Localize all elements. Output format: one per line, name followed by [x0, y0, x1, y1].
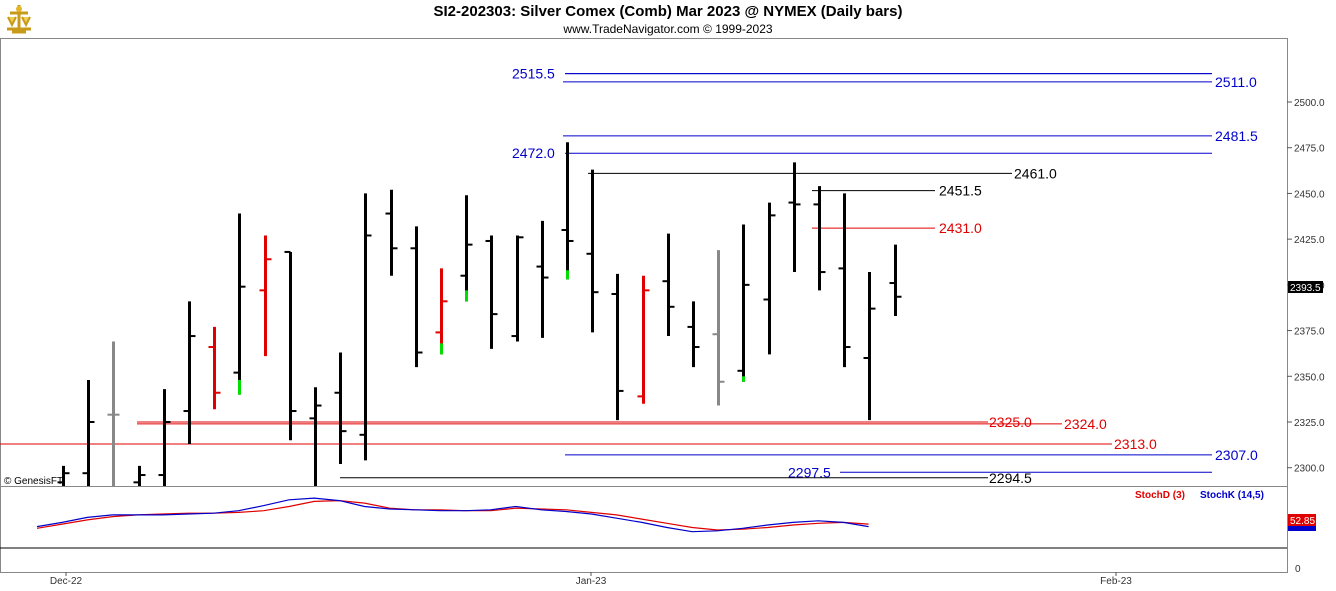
chart-title: SI2-202303: Silver Comex (Comb) Mar 2023…	[433, 3, 903, 20]
stochk-label: StochK (14,5)	[1200, 490, 1264, 501]
level-label: 2515.5	[512, 66, 555, 82]
level-label: 2313.0	[1114, 436, 1157, 452]
level-label: 2461.0	[1014, 165, 1057, 181]
indicator-pane	[0, 486, 1288, 573]
level-label: 2324.0	[1064, 416, 1107, 432]
level-label: 2297.5	[788, 464, 831, 480]
stochd-label: StochD (3)	[1135, 490, 1185, 501]
last-price-label: 2393.5	[1290, 283, 1321, 294]
level-label: 2481.5	[1215, 128, 1258, 144]
y-tick-label: 2350.0	[1294, 372, 1325, 383]
y-tick-label: 2300.0	[1294, 464, 1325, 475]
level-label: 2451.5	[939, 183, 982, 199]
level-label: 2294.5	[989, 470, 1032, 486]
y-tick-label: 2475.0	[1294, 144, 1325, 155]
y-tick-label: 2375.0	[1294, 327, 1325, 338]
level-label: 2472.0	[512, 145, 555, 161]
chart-header: SI2-202303: Silver Comex (Comb) Mar 2023…	[0, 0, 1336, 38]
x-tick-label: Dec-22	[50, 576, 83, 587]
level-label: 2325.0	[989, 414, 1032, 430]
stoch-last-value: 52.85	[1290, 516, 1315, 527]
y-tick-label: 2500.0	[1294, 98, 1325, 109]
stoch-last-bg2	[1288, 526, 1316, 531]
y-tick-label: 2425.0	[1294, 235, 1325, 246]
watermark-text: © GenesisFT	[4, 476, 63, 487]
level-label: 2431.0	[939, 220, 982, 236]
x-tick-label: Jan-23	[576, 576, 607, 587]
chart-subtitle: www.TradeNavigator.com © 1999-2023	[563, 22, 773, 36]
genesis-logo-icon	[4, 3, 34, 35]
y-tick-label: 2325.0	[1294, 418, 1325, 429]
level-label: 2511.0	[1215, 74, 1257, 90]
y-tick-label: 2450.0	[1294, 189, 1325, 200]
x-tick-label: Feb-23	[1100, 576, 1132, 587]
level-label: 2307.0	[1215, 447, 1258, 463]
last-price-bg	[1288, 281, 1323, 293]
stoch-last-bg	[1288, 514, 1316, 526]
indicator-axis-zero: 0	[1295, 564, 1301, 575]
stochk-line	[36, 497, 869, 533]
